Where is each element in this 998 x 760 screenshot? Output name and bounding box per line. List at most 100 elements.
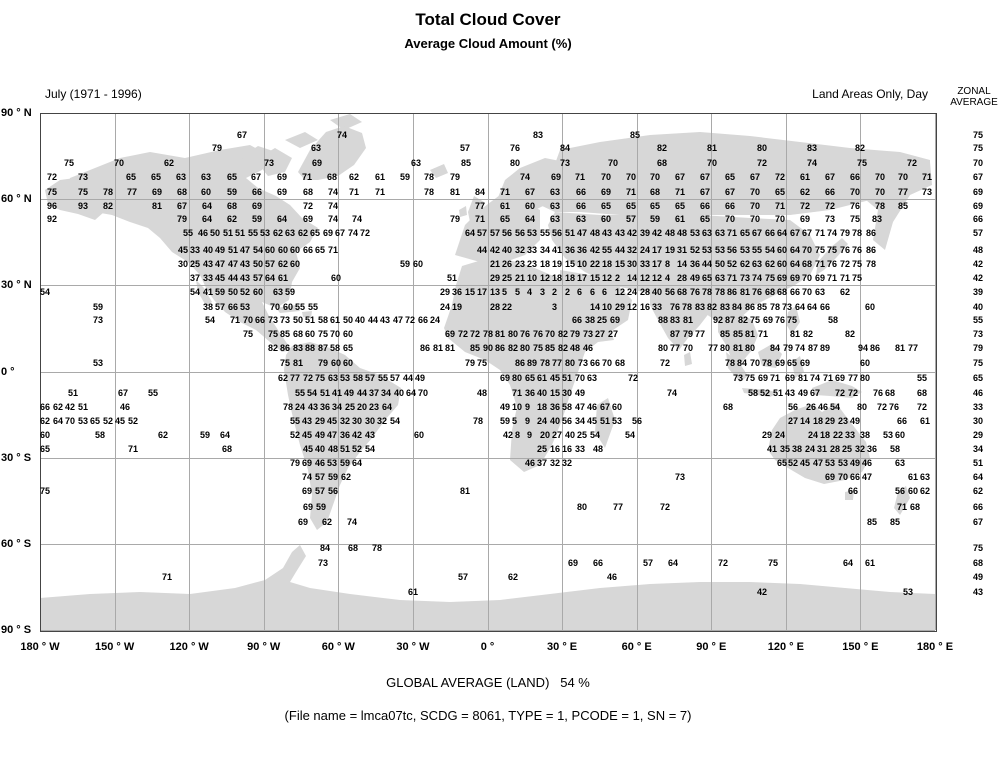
cell-value: 59	[227, 187, 238, 197]
cell-value: 81	[450, 187, 461, 197]
cell-value: 71	[827, 273, 838, 283]
lon-label: 120 ° W	[169, 641, 209, 653]
cell-value: 71	[375, 187, 386, 197]
cell-value: 77	[898, 187, 909, 197]
cell-value: 60	[525, 201, 536, 211]
cell-value: 16	[562, 444, 573, 454]
cell-value: 36	[550, 402, 561, 412]
cell-value: 34	[332, 402, 343, 412]
zonal-value: 48	[972, 245, 984, 255]
cell-value: 47	[240, 245, 251, 255]
cell-value: 49	[850, 416, 861, 426]
cell-value: 66	[897, 416, 908, 426]
cell-value: 74	[347, 517, 358, 527]
cell-value: 33	[640, 259, 651, 269]
cell-value: 43	[365, 430, 376, 440]
cell-value: 57	[315, 486, 326, 496]
cell-value: 56	[515, 228, 526, 238]
cell-value: 69	[303, 502, 314, 512]
cell-value: 30	[562, 388, 573, 398]
cell-value: 69	[277, 187, 288, 197]
cell-value: 72	[825, 201, 836, 211]
cell-value: 19	[552, 259, 563, 269]
cell-value: 47	[577, 228, 588, 238]
cell-value: 4	[527, 287, 533, 297]
landmass-hispaniola	[302, 311, 312, 318]
cell-value: 73	[583, 329, 594, 339]
cell-value: 54	[205, 315, 216, 325]
cell-value: 29	[615, 302, 626, 312]
cell-value: 62	[53, 402, 64, 412]
cell-value: 45	[587, 416, 598, 426]
cell-value: 70	[608, 158, 619, 168]
lat-label: 0 °	[1, 365, 15, 378]
cell-value: 61	[920, 416, 931, 426]
zonal-value: 64	[972, 472, 984, 482]
cell-value: 82	[845, 329, 856, 339]
cell-value: 75	[318, 329, 329, 339]
cell-value: 60	[860, 358, 871, 368]
cell-value: 63	[201, 172, 212, 182]
cell-value: 68	[293, 329, 304, 339]
cell-value: 43	[785, 388, 796, 398]
cell-value: 73	[78, 172, 89, 182]
cell-value: 30	[178, 259, 189, 269]
cell-value: 80	[757, 143, 768, 153]
cell-value: 48	[590, 228, 601, 238]
cell-value: 72	[718, 558, 729, 568]
cell-value: 78	[875, 201, 886, 211]
cell-value: 54	[190, 287, 201, 297]
cell-value: 65	[787, 358, 798, 368]
cell-value: 82	[803, 329, 814, 339]
cell-value: 82	[855, 143, 866, 153]
cell-value: 49	[215, 245, 226, 255]
cell-value: 65	[740, 228, 751, 238]
cell-value: 24	[440, 302, 451, 312]
landmass-britain	[468, 196, 484, 222]
cell-value: 64	[265, 273, 276, 283]
cell-value: 78	[770, 302, 781, 312]
cell-value: 40	[203, 245, 214, 255]
cell-value: 52	[690, 245, 701, 255]
cell-value: 52	[727, 259, 738, 269]
cell-value: 78	[483, 329, 494, 339]
cell-value: 5	[502, 287, 508, 297]
lon-label: 120 ° E	[767, 641, 804, 653]
cell-value: 2	[552, 287, 558, 297]
cell-value: 67	[790, 228, 801, 238]
lat-label: 60 ° N	[1, 193, 32, 206]
cell-value: 59	[93, 302, 104, 312]
cell-value: 72	[877, 402, 888, 412]
cell-value: 58	[828, 315, 839, 325]
cell-value: 78	[540, 358, 551, 368]
cell-value: 64	[53, 416, 64, 426]
cell-value: 53	[702, 245, 713, 255]
cell-value: 55	[183, 228, 194, 238]
cell-value: 80	[577, 502, 588, 512]
cell-value: 64	[202, 201, 213, 211]
cell-value: 78	[852, 228, 863, 238]
cell-value: 70	[601, 172, 612, 182]
cell-value: 73	[93, 315, 104, 325]
cell-value: 42	[757, 587, 768, 597]
cell-value: 74	[328, 187, 339, 197]
cell-value: 48	[477, 388, 488, 398]
lon-label: 60 ° W	[321, 641, 355, 653]
cell-value: 73	[578, 358, 589, 368]
cell-value: 70	[243, 315, 254, 325]
cell-value: 72	[458, 329, 469, 339]
cell-value: 46	[587, 402, 598, 412]
cell-value: 32	[340, 416, 351, 426]
cell-value: 64	[525, 214, 536, 224]
cell-value: 29	[440, 287, 451, 297]
landmass-greenland	[298, 126, 366, 180]
cell-value: 35	[780, 444, 791, 454]
cell-value: 82	[508, 343, 519, 353]
cell-value: 68	[677, 287, 688, 297]
cell-value: 82	[657, 143, 668, 153]
cell-value: 33	[652, 302, 663, 312]
cell-value: 40	[537, 388, 548, 398]
cell-value: 60	[777, 245, 788, 255]
cell-value: 81	[152, 201, 163, 211]
cell-value: 45	[302, 430, 313, 440]
